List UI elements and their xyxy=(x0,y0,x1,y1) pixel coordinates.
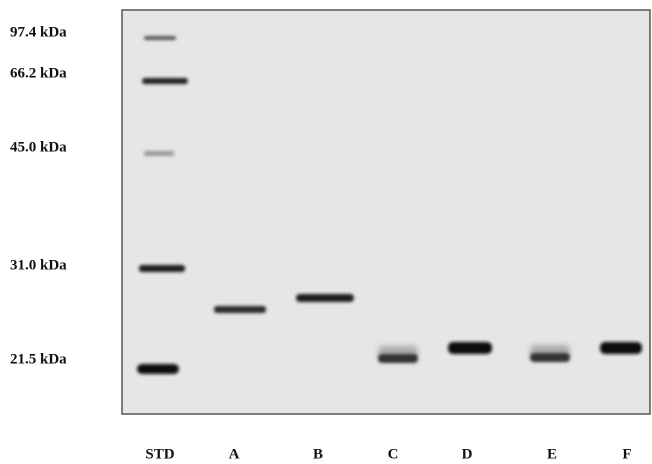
lane-label: B xyxy=(313,446,323,462)
band xyxy=(139,265,185,272)
marker-labels: 97.4 kDa 66.2 kDa 45.0 kDa 31.0 kDa 21.5… xyxy=(10,24,67,367)
lane-labels: STD A B C D E F xyxy=(145,446,631,462)
band xyxy=(530,353,570,362)
marker-label: 97.4 kDa xyxy=(10,24,67,40)
marker-label: 66.2 kDa xyxy=(10,65,67,81)
sample-bands xyxy=(214,294,642,363)
band xyxy=(214,306,266,313)
band xyxy=(144,151,174,156)
lane-label: C xyxy=(388,446,399,462)
lane-label: F xyxy=(622,446,631,462)
band xyxy=(144,36,176,40)
band xyxy=(448,342,492,354)
band xyxy=(142,78,188,84)
std-bands xyxy=(137,36,188,374)
marker-label: 45.0 kDa xyxy=(10,139,67,155)
lane-label: E xyxy=(547,446,557,462)
lane-label: STD xyxy=(145,446,174,462)
band xyxy=(137,364,179,374)
band xyxy=(296,294,354,302)
band xyxy=(600,342,642,354)
lane-label: A xyxy=(229,446,240,462)
lane-label: D xyxy=(462,446,473,462)
marker-label: 21.5 kDa xyxy=(10,351,67,367)
band xyxy=(378,354,418,363)
marker-label: 31.0 kDa xyxy=(10,257,67,273)
